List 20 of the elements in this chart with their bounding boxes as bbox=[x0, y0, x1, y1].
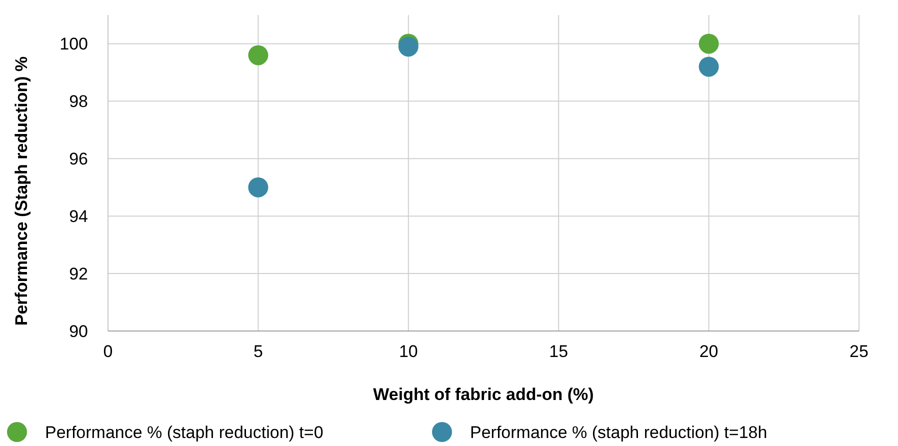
x-tick-label: 20 bbox=[699, 342, 718, 361]
x-axis-title: Weight of fabric add-on (%) bbox=[373, 385, 594, 404]
x-tick-label: 25 bbox=[850, 342, 868, 361]
y-tick-label: 96 bbox=[69, 150, 88, 169]
y-tick-label: 100 bbox=[60, 34, 88, 54]
x-tick-label: 0 bbox=[103, 342, 113, 361]
x-tick-label: 15 bbox=[549, 342, 568, 361]
legend-label: Performance % (staph reduction) t=18h bbox=[470, 423, 768, 442]
legend-label: Performance % (staph reduction) t=0 bbox=[45, 423, 324, 442]
point bbox=[248, 177, 268, 198]
x-tick-label: 5 bbox=[253, 342, 263, 361]
y-tick-label: 92 bbox=[69, 264, 88, 284]
y-tick-label: 90 bbox=[69, 322, 88, 341]
x-tick-label: 10 bbox=[398, 342, 418, 361]
y-axis-title: Performance (Staph reduction) % bbox=[12, 56, 31, 326]
y-tick-label: 94 bbox=[69, 207, 88, 226]
y-tick-label: 98 bbox=[69, 92, 88, 112]
point bbox=[248, 45, 268, 66]
point bbox=[698, 56, 719, 77]
point bbox=[698, 34, 719, 54]
